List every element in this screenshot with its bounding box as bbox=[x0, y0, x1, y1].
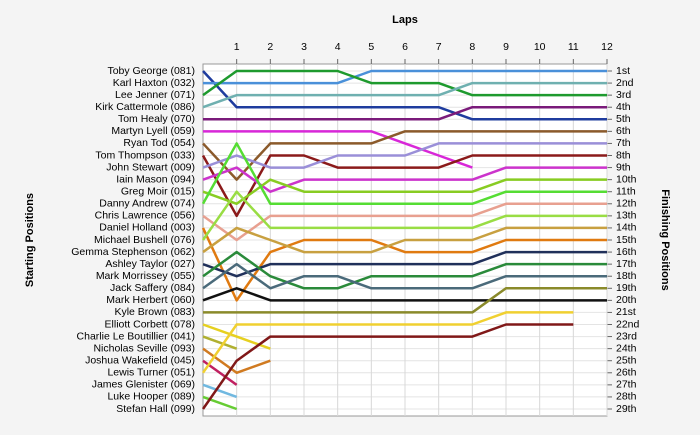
driver-label: Lee Jenner (071) bbox=[115, 89, 195, 101]
driver-label: Martyn Lyell (059) bbox=[111, 125, 195, 137]
driver-line bbox=[203, 287, 607, 314]
driver-line bbox=[202, 335, 238, 350]
driver-line bbox=[201, 154, 607, 218]
driver-label: Chris Lawrence (056) bbox=[95, 210, 195, 222]
position-label: 27th bbox=[616, 379, 637, 391]
driver-line bbox=[202, 383, 238, 399]
position-label: 17th bbox=[616, 258, 637, 270]
position-label: 19th bbox=[616, 282, 637, 294]
x-tick-label: 3 bbox=[301, 41, 307, 53]
driver-label: Luke Hooper (089) bbox=[107, 391, 195, 403]
driver-label: John Stewart (009) bbox=[106, 161, 195, 173]
driver-label: Lewis Turner (051) bbox=[107, 367, 195, 379]
position-label: 11th bbox=[616, 185, 636, 197]
driver-line bbox=[202, 250, 607, 278]
driver-line bbox=[202, 287, 607, 302]
position-label: 3rd bbox=[616, 89, 631, 101]
position-label: 10th bbox=[616, 173, 637, 185]
driver-label: Daniel Holland (003) bbox=[99, 222, 195, 234]
driver-label: Kirk Cattermole (086) bbox=[95, 101, 195, 113]
x-tick-label: 4 bbox=[335, 41, 341, 53]
driver-label: Charlie Le Boutillier (041) bbox=[77, 330, 195, 342]
position-label: 26th bbox=[616, 367, 637, 379]
driver-label: Danny Andrew (074) bbox=[99, 198, 195, 210]
driver-line bbox=[202, 69, 607, 97]
driver-label: Elliott Corbett (078) bbox=[105, 318, 195, 330]
driver-label: Kyle Brown (083) bbox=[114, 306, 195, 318]
driver-line bbox=[201, 190, 607, 241]
driver-label: Gemma Stephenson (062) bbox=[71, 246, 195, 258]
driver-line bbox=[203, 69, 607, 85]
x-tick-label: 6 bbox=[402, 41, 408, 53]
driver-line bbox=[202, 226, 607, 254]
driver-label: Greg Moir (015) bbox=[121, 185, 195, 197]
driver-label: Karl Haxton (032) bbox=[113, 77, 195, 89]
driver-label: Mark Morrissey (055) bbox=[96, 270, 195, 282]
driver-label: Nicholas Seville (093) bbox=[93, 342, 195, 354]
driver-label: James Glenister (069) bbox=[92, 379, 195, 391]
driver-label: Toby George (081) bbox=[107, 65, 195, 77]
x-tick-label: 1 bbox=[234, 41, 240, 53]
driver-label: Ashley Taylor (027) bbox=[105, 258, 195, 270]
position-label: 20th bbox=[616, 294, 637, 306]
position-label: 18th bbox=[616, 270, 637, 282]
x-tick-label: 2 bbox=[267, 41, 273, 53]
driver-label: Michael Bushell (076) bbox=[94, 234, 195, 246]
position-label: 28th bbox=[616, 391, 637, 403]
position-label: 8th bbox=[616, 149, 631, 161]
x-tick-label: 8 bbox=[469, 41, 475, 53]
y-axis-title-left: Starting Positions bbox=[24, 193, 36, 287]
position-label: 6th bbox=[616, 125, 631, 137]
x-tick-label: 10 bbox=[534, 41, 546, 53]
driver-label: Stefan Hall (099) bbox=[116, 403, 195, 415]
position-label: 13th bbox=[616, 210, 637, 222]
driver-line bbox=[201, 323, 574, 410]
driver-line bbox=[203, 130, 473, 169]
position-label: 9th bbox=[616, 161, 631, 173]
driver-label: Ryan Tod (054) bbox=[123, 137, 195, 149]
driver-label: Tom Healy (070) bbox=[118, 113, 195, 125]
position-label: 12th bbox=[616, 198, 637, 210]
position-label: 2nd bbox=[616, 77, 634, 89]
driver-label: Jack Saffery (084) bbox=[110, 282, 195, 294]
driver-line bbox=[202, 178, 607, 206]
driver-label: Joshua Wakefield (045) bbox=[85, 354, 195, 366]
driver-line bbox=[202, 202, 607, 242]
driver-line bbox=[202, 130, 607, 181]
position-label: 4th bbox=[616, 101, 631, 113]
driver-line bbox=[201, 142, 607, 206]
driver-label: Mark Herbert (060) bbox=[106, 294, 195, 306]
x-tick-label: 5 bbox=[368, 41, 374, 53]
position-label: 21st bbox=[616, 306, 636, 318]
driver-line bbox=[202, 70, 607, 121]
driver-label: Tom Thompson (033) bbox=[95, 149, 195, 161]
driver-line bbox=[202, 262, 607, 290]
position-label: 25th bbox=[616, 354, 637, 366]
position-label: 29th bbox=[616, 403, 637, 415]
driver-label: Iain Mason (094) bbox=[116, 173, 195, 185]
driver-line bbox=[202, 142, 607, 169]
driver-line bbox=[202, 166, 607, 193]
driver-line bbox=[202, 81, 607, 109]
position-label: 5th bbox=[616, 113, 631, 125]
position-label: 15th bbox=[616, 234, 637, 246]
x-tick-label: 11 bbox=[568, 41, 579, 53]
position-label: 24th bbox=[616, 342, 637, 354]
position-label: 1st bbox=[616, 65, 630, 77]
y-axis-title-right: Finishing Positions bbox=[659, 189, 671, 290]
chart-title: Laps bbox=[392, 14, 418, 26]
x-tick-label: 12 bbox=[601, 41, 613, 53]
x-tick-label: 9 bbox=[503, 41, 509, 53]
x-tick-label: 7 bbox=[436, 41, 442, 53]
driver-line bbox=[201, 311, 574, 374]
position-label: 7th bbox=[616, 137, 631, 149]
position-label: 16th bbox=[616, 246, 637, 258]
driver-line bbox=[202, 250, 607, 290]
position-label: 14th bbox=[616, 222, 637, 234]
driver-line bbox=[203, 105, 607, 121]
position-label: 23rd bbox=[616, 330, 637, 342]
position-label: 22nd bbox=[616, 318, 640, 330]
driver-line bbox=[201, 227, 607, 302]
